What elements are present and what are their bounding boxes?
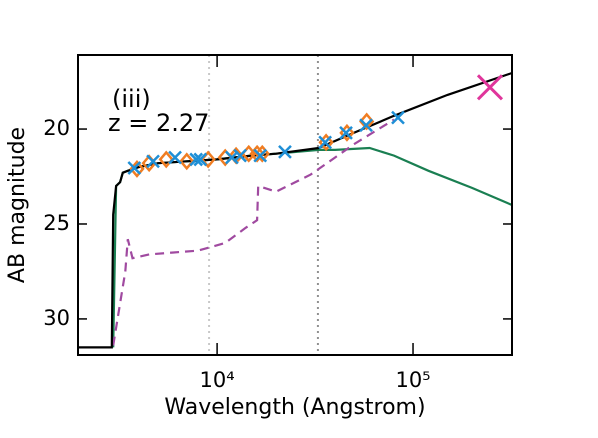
marker xyxy=(189,152,204,167)
marker xyxy=(249,144,265,163)
marker xyxy=(193,152,208,167)
plot-frame xyxy=(77,54,513,356)
marker xyxy=(359,118,373,133)
x-tick-label: 10⁵ xyxy=(395,368,430,392)
y-tick-label: 30 xyxy=(43,306,70,330)
y-tick-label: 25 xyxy=(43,211,70,235)
marker xyxy=(339,125,353,140)
marker xyxy=(179,152,195,171)
marker xyxy=(476,74,504,101)
marker xyxy=(233,148,247,163)
marker xyxy=(318,135,333,150)
x-axis-label: Wavelength (Angstrom) xyxy=(164,395,425,420)
line xyxy=(112,118,395,346)
marker xyxy=(278,144,292,159)
line xyxy=(112,146,513,348)
marker xyxy=(391,110,405,125)
x-tick-label: 10⁴ xyxy=(200,368,235,392)
marker xyxy=(127,161,142,175)
marker xyxy=(146,154,160,169)
marker xyxy=(254,144,270,163)
marker xyxy=(168,150,182,165)
annotation: (iii) xyxy=(112,85,151,113)
y-tick-label: 20 xyxy=(43,116,70,140)
annotation: z = 2.27 xyxy=(108,109,209,137)
marker xyxy=(158,150,174,169)
marker xyxy=(253,148,268,163)
y-axis-label: AB magnitude xyxy=(5,127,30,283)
